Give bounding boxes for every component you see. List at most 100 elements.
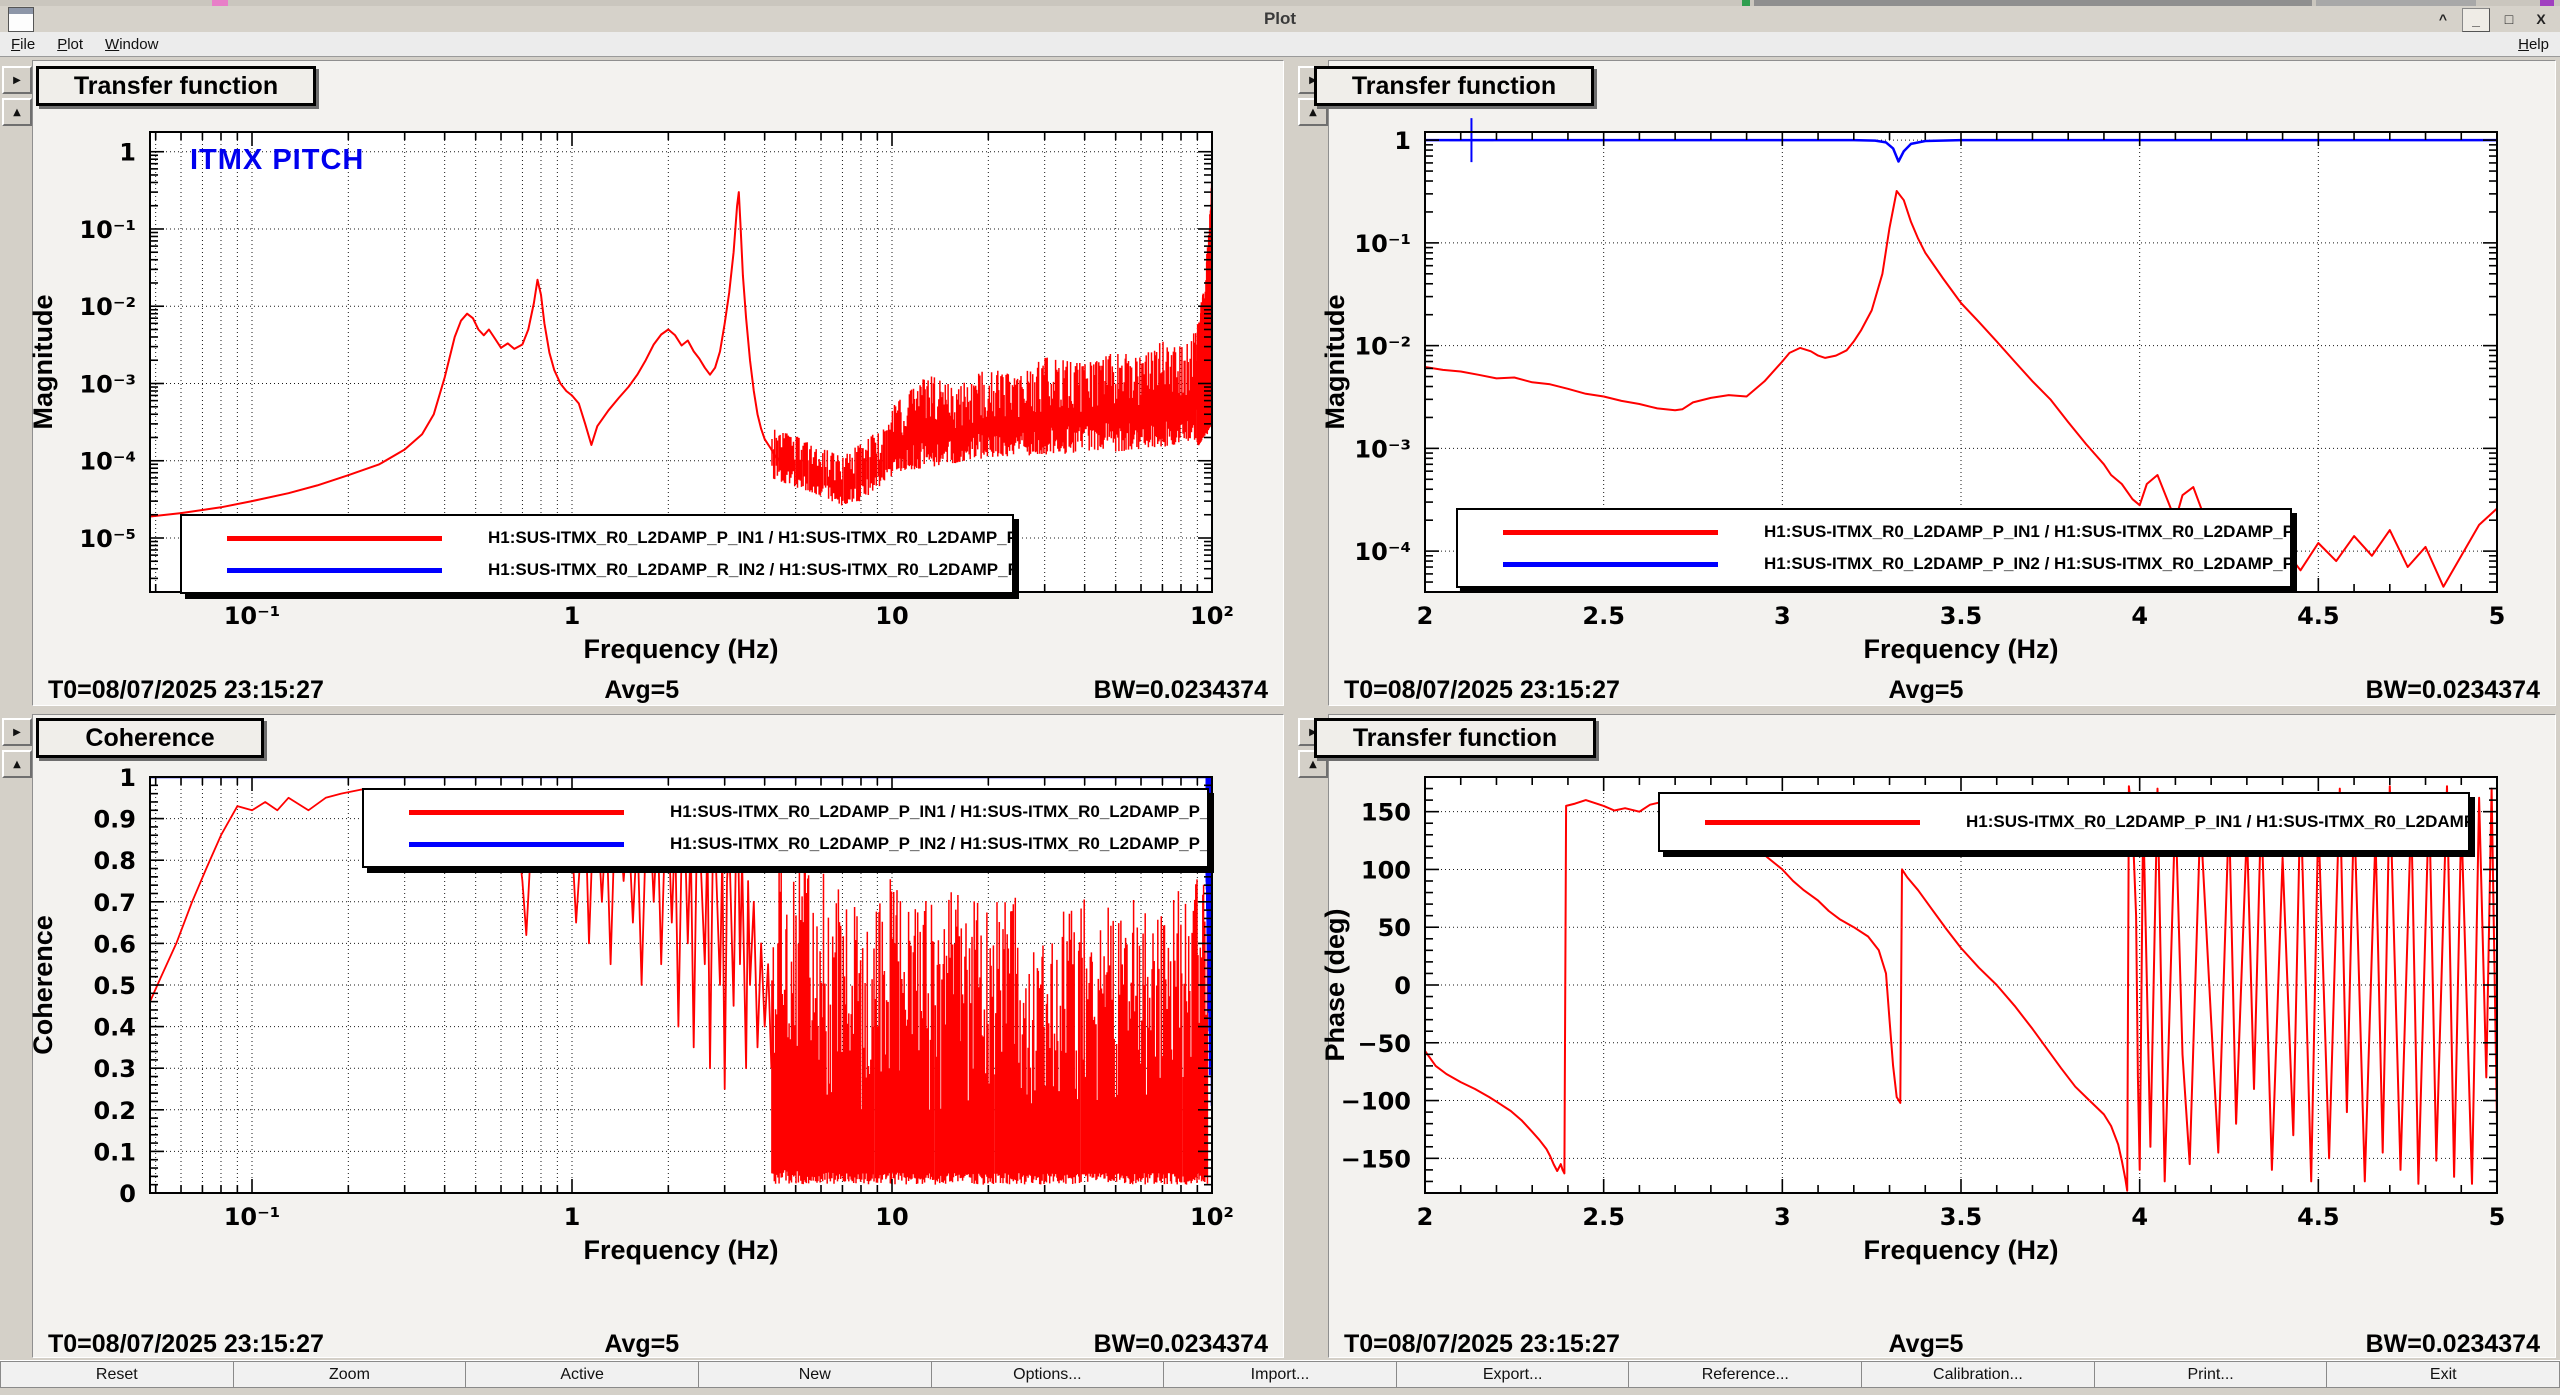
legend-line-sample [1503,561,1718,567]
svg-text:10⁻³: 10⁻³ [79,370,136,398]
tick-labels: 10⁻¹ 1 10 10² 1 10⁻¹ 10⁻² 10⁻³ 10⁻⁴ 10⁻⁵ [79,139,1234,630]
button-calibration[interactable]: Calibration... [1861,1361,2095,1388]
maximize-button[interactable]: □ [2504,11,2514,27]
shade-button[interactable]: ^ [2438,11,2448,27]
transfer-function-magnitude-zoom-plot[interactable]: 2 2.5 3 3.5 4 4.5 5 1 10⁻¹ 10⁻² 10⁻³ 10⁻⁴ Frequency … [1296,58,2560,710]
cursor-marker [1449,118,1494,163]
svg-text:10²: 10² [1190,602,1234,630]
button-reference[interactable]: Reference... [1628,1361,1863,1388]
svg-text:5: 5 [2489,602,2506,630]
minimize-button[interactable]: _ [2462,8,2490,32]
plot-footer: T0=08/07/2025 23:15:27 Avg=5 BW=0.023437… [40,1330,1268,1360]
svg-text:50: 50 [1378,914,1411,942]
plot-legend: H1:SUS-ITMX_R0_L2DAMP_P_IN1 / H1:SUS-ITM… [362,788,1209,868]
svg-text:10⁻²: 10⁻² [1354,333,1411,361]
tab-transfer-function[interactable]: Transfer function [36,66,316,106]
legend-entry: H1:SUS-ITMX_R0_L2DAMP_P_IN1 / H1:SUS-ITM… [364,802,1207,822]
footer-bw: BW=0.0234374 [1093,1330,1268,1358]
button-zoom[interactable]: Zoom [232,1361,467,1388]
svg-text:0.2: 0.2 [93,1097,136,1125]
button-print[interactable]: Print... [2093,1361,2328,1388]
svg-text:10⁻²: 10⁻² [79,293,136,321]
svg-text:1: 1 [564,602,581,630]
legend-label: H1:SUS-ITMX_R0_L2DAMP_R_IN2 / H1:SUS-ITM… [488,560,1014,579]
svg-text:1: 1 [564,1203,581,1231]
title-bar[interactable]: Plot ^ _ □ X [0,6,2560,33]
svg-text:3: 3 [1774,1203,1791,1231]
svg-text:3.5: 3.5 [1940,1203,1983,1231]
tab-transfer-function[interactable]: Transfer function [1314,718,1596,758]
plot-legend: H1:SUS-ITMX_R0_L2DAMP_P_IN1 / H1:SUS-ITM… [1456,508,2292,588]
plot-legend: H1:SUS-ITMX_R0_L2DAMP_P_IN1 / H1:SUS-ITM… [1658,792,2470,852]
series-line [150,191,782,518]
svg-text:0.5: 0.5 [93,972,136,1000]
svg-text:10⁻⁵: 10⁻⁵ [79,525,136,553]
footer-avg: Avg=5 [604,676,680,704]
svg-text:10²: 10² [1190,1203,1234,1231]
tab-transfer-function[interactable]: Transfer function [1314,66,1594,106]
tab-scroll-up-button[interactable]: ▲ [2,98,32,126]
tab-scroll-right-button[interactable]: ▶ [2,718,32,746]
close-button[interactable]: X [2536,11,2546,27]
svg-text:−50: −50 [1357,1030,1411,1058]
svg-text:4: 4 [2131,1203,2148,1231]
legend-line-sample [227,535,442,541]
button-exit[interactable]: Exit [2326,1361,2560,1388]
tab-coherence[interactable]: Coherence [36,718,264,758]
plot-panel-top-right: ▶ ▲ Transfer function 2 2.5 3 3.5 4 4.5 5 1 10⁻¹… [1296,58,2560,710]
svg-text:3.5: 3.5 [1940,602,1983,630]
svg-text:0.3: 0.3 [93,1055,136,1083]
window-title: Plot [1263,9,1297,28]
legend-entry: H1:SUS-ITMX_R0_L2DAMP_P_IN1 / H1:SUS-ITM… [182,528,1012,548]
legend-entry: H1:SUS-ITMX_R0_L2DAMP_P_IN2 / H1:SUS-ITM… [364,834,1207,854]
plot-panel-bottom-right: ▶ ▲ Transfer function 2 2.5 3 3.5 4 4.5 5 150 10… [1296,712,2560,1362]
svg-text:0.4: 0.4 [93,1014,136,1042]
button-new[interactable]: New [697,1361,932,1388]
button-options[interactable]: Options... [930,1361,1165,1388]
plot-annotation: ITMX PITCH [190,144,365,176]
noise-band [891,305,1209,472]
footer-avg: Avg=5 [604,1330,680,1358]
series-line [1425,138,2497,163]
noise-band [771,422,893,506]
svg-text:0.6: 0.6 [93,930,136,958]
desktop-background-strip [0,0,2560,6]
tick-labels: 2 2.5 3 3.5 4 4.5 5 150 100 50 0 −50 −100 −150 [1341,799,2506,1231]
x-axis-title: Frequency (Hz) [583,634,778,664]
plot-footer: T0=08/07/2025 23:15:27 Avg=5 BW=0.023437… [40,676,1268,706]
svg-text:10⁻³: 10⁻³ [1354,435,1411,463]
svg-text:2.5: 2.5 [1582,1203,1625,1231]
legend-line-sample [409,841,624,847]
legend-entry: H1:SUS-ITMX_R0_L2DAMP_P_IN1 / H1:SUS-ITM… [1458,522,2290,542]
legend-line-sample [1503,529,1718,535]
svg-text:3: 3 [1774,602,1791,630]
bottom-button-bar: Reset Zoom Active New Options... Import... Exp… [0,1360,2560,1395]
x-axis-title: Frequency (Hz) [1863,634,2058,664]
svg-text:10: 10 [875,1203,908,1231]
button-active[interactable]: Active [465,1361,699,1388]
tab-scroll-up-button[interactable]: ▲ [2,750,32,778]
background-window-fragment [212,0,228,6]
y-axis-title: Phase (deg) [1320,908,1350,1061]
background-window-fragment [1754,0,2312,6]
button-reset[interactable]: Reset [0,1361,234,1388]
svg-text:10⁻¹: 10⁻¹ [224,602,281,630]
button-import[interactable]: Import... [1163,1361,1397,1388]
button-export[interactable]: Export... [1395,1361,1630,1388]
plot-panel-bottom-left: ▶ ▲ Coherence 10⁻¹ 1 10 10² 1 0.9 0.8 0.7 0.6 0.5… [0,712,1288,1362]
plot-panel-top-left: ▶ ▲ Transfer function 10⁻¹ 1 10 10² 1 10⁻¹ 10⁻… [0,58,1288,710]
background-window-fragment [2540,0,2554,6]
footer-t0: T0=08/07/2025 23:15:27 [1344,676,1620,704]
legend-label: H1:SUS-ITMX_R0_L2DAMP_P_IN1 / H1:SUS-ITM… [1764,522,2292,541]
footer-avg: Avg=5 [1888,676,1964,704]
svg-text:0.7: 0.7 [93,889,136,917]
x-axis-title: Frequency (Hz) [1863,1235,2058,1265]
tab-scroll-right-button[interactable]: ▶ [2,66,32,94]
svg-text:1: 1 [119,139,136,167]
svg-text:−100: −100 [1341,1088,1411,1116]
